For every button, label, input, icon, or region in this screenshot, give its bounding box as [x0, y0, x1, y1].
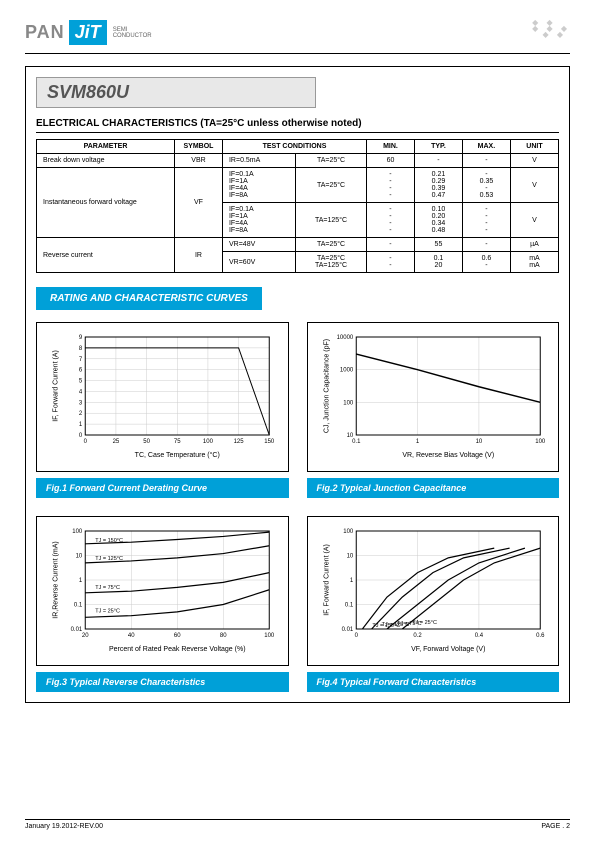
- svg-text:100: 100: [535, 439, 546, 445]
- svg-text:25: 25: [113, 439, 120, 445]
- fig1-chart: 0 25 50 75 100 125 150 0 1 2 3 4 5 6 7 8 9 TC, Case Tempe…: [45, 331, 280, 461]
- logo: PAN JiT SEMI CONDUCTOR: [25, 20, 570, 45]
- svg-text:TJ = 150°C: TJ = 150°C: [95, 538, 123, 544]
- svg-text:10: 10: [76, 554, 83, 560]
- content-frame: SVM860U ELECTRICAL CHARACTERISTICS (TA=2…: [25, 66, 570, 703]
- svg-text:100: 100: [203, 439, 214, 445]
- svg-text:10000: 10000: [336, 335, 353, 341]
- svg-text:100: 100: [72, 529, 83, 535]
- fig2-chart: 0.1 1 10 100 10 100 1000 10000 VR, Reverse Bias …: [316, 331, 551, 461]
- th-symbol: SYMBOL: [175, 140, 223, 154]
- svg-text:1: 1: [415, 439, 419, 445]
- svg-text:1: 1: [79, 422, 83, 428]
- svg-text:TC, Case Temperature (°C): TC, Case Temperature (°C): [135, 451, 220, 459]
- svg-text:75: 75: [174, 439, 181, 445]
- elec-char-heading: ELECTRICAL CHARACTERISTICS (TA=25°C unle…: [36, 118, 559, 133]
- svg-text:VF, Forward Voltage (V): VF, Forward Voltage (V): [411, 646, 485, 653]
- logo-jit: JiT: [69, 20, 107, 45]
- svg-text:TJ = 25°C: TJ = 25°C: [95, 608, 120, 614]
- decorative-dots: ◆ ◆◆ ◆ ◆ ◆ ◆: [532, 20, 570, 38]
- fig3-container: 20 40 60 80 100 0.01 0.1 1 10 100 TJ = 150°C TJ = 1…: [36, 516, 289, 692]
- logo-pan: PAN: [25, 22, 65, 43]
- svg-text:1: 1: [79, 578, 83, 584]
- th-unit: UNIT: [510, 140, 558, 154]
- svg-text:0.4: 0.4: [474, 633, 483, 639]
- svg-text:80: 80: [220, 633, 227, 639]
- fig4-caption: Fig.4 Typical Forward Characteristics: [307, 672, 560, 692]
- fig1-container: 0 25 50 75 100 125 150 0 1 2 3 4 5 6 7 8 9 TC, Case Tempe…: [36, 322, 289, 498]
- fig3-caption: Fig.3 Typical Reverse Characteristics: [36, 672, 289, 692]
- svg-text:100: 100: [264, 633, 275, 639]
- curves-banner: RATING AND CHARACTERISTIC CURVES: [36, 287, 262, 310]
- th-min: MIN.: [366, 140, 414, 154]
- svg-text:5: 5: [79, 379, 83, 385]
- logo-sub: SEMI CONDUCTOR: [113, 27, 152, 39]
- svg-text:0: 0: [79, 433, 83, 439]
- svg-text:0: 0: [84, 439, 88, 445]
- svg-text:50: 50: [143, 439, 150, 445]
- svg-text:40: 40: [128, 633, 135, 639]
- svg-text:150: 150: [264, 439, 275, 445]
- fig1-caption: Fig.1 Forward Current Derating Curve: [36, 478, 289, 498]
- svg-text:8: 8: [79, 346, 83, 352]
- spec-table: PARAMETER SYMBOL TEST CONDITIONS MIN. TY…: [36, 139, 559, 273]
- svg-text:60: 60: [174, 633, 181, 639]
- svg-text:125: 125: [234, 439, 245, 445]
- svg-text:IF, Forward Current (A): IF, Forward Current (A): [323, 544, 330, 616]
- footer-date: January 19.2012-REV.00: [25, 823, 103, 830]
- svg-text:2: 2: [79, 411, 83, 417]
- svg-text:IR,Reverse Current (mA): IR,Reverse Current (mA): [52, 541, 59, 618]
- fig4-chart: 00.20.40.60.010.1110100TJ = 150°CTJ = 12…: [316, 525, 551, 655]
- svg-text:TJ = 25°C: TJ = 25°C: [412, 620, 437, 626]
- svg-text:100: 100: [343, 529, 354, 535]
- svg-text:20: 20: [82, 633, 89, 639]
- fig2-caption: Fig.2 Typical Junction Capacitance: [307, 478, 560, 498]
- svg-text:0.6: 0.6: [536, 633, 545, 639]
- svg-text:0.1: 0.1: [344, 603, 353, 609]
- svg-text:IF, Forward Current (A): IF, Forward Current (A): [52, 350, 59, 422]
- svg-text:100: 100: [343, 400, 354, 406]
- svg-text:0: 0: [354, 633, 358, 639]
- top-rule: [25, 53, 570, 54]
- th-parameter: PARAMETER: [37, 140, 175, 154]
- svg-text:4: 4: [79, 389, 83, 395]
- fig4-container: 00.20.40.60.010.1110100TJ = 150°CTJ = 12…: [307, 516, 560, 692]
- svg-text:10: 10: [346, 554, 353, 560]
- svg-text:3: 3: [79, 400, 83, 406]
- footer-page: PAGE . 2: [541, 823, 570, 830]
- svg-text:TJ = 75°C: TJ = 75°C: [95, 585, 120, 591]
- svg-text:0.1: 0.1: [352, 439, 361, 445]
- charts-grid: 02550751001251500123456789TC, Case Tempe…: [36, 322, 559, 692]
- part-number: SVM860U: [36, 77, 316, 108]
- th-conditions: TEST CONDITIONS: [222, 140, 366, 154]
- svg-text:0.2: 0.2: [413, 633, 422, 639]
- svg-text:0.01: 0.01: [71, 627, 83, 633]
- fig3-chart: 20 40 60 80 100 0.01 0.1 1 10 100 TJ = 150°C TJ = 1…: [45, 525, 280, 655]
- svg-text:10: 10: [475, 439, 482, 445]
- svg-text:0.1: 0.1: [74, 603, 83, 609]
- svg-text:Percent of Rated Peak Reverse: Percent of Rated Peak Reverse Voltage (%…: [109, 646, 246, 653]
- svg-text:0.01: 0.01: [341, 627, 353, 633]
- th-max: MAX.: [462, 140, 510, 154]
- svg-text:10: 10: [346, 433, 353, 439]
- svg-text:CJ, Junction Capacitance (pF): CJ, Junction Capacitance (pF): [323, 339, 330, 433]
- svg-text:7: 7: [79, 357, 83, 363]
- svg-text:TJ = 125°C: TJ = 125°C: [95, 556, 123, 562]
- svg-text:1: 1: [349, 578, 353, 584]
- svg-text:9: 9: [79, 335, 83, 341]
- footer: January 19.2012-REV.00 PAGE . 2: [25, 819, 570, 830]
- svg-text:1000: 1000: [339, 368, 353, 374]
- th-typ: TYP.: [414, 140, 462, 154]
- fig2-container: 0.1 1 10 100 10 100 1000 10000 VR, Reverse Bias …: [307, 322, 560, 498]
- svg-text:VR, Reverse Bias Voltage (V): VR, Reverse Bias Voltage (V): [402, 452, 494, 459]
- svg-text:6: 6: [79, 368, 83, 374]
